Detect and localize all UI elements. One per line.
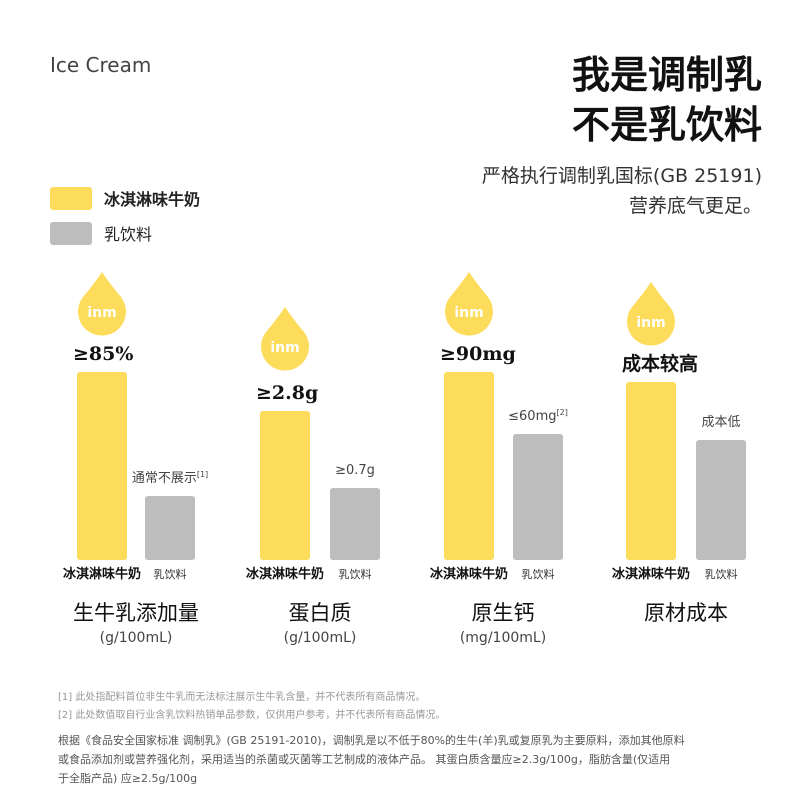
brand: Ice Cream xyxy=(50,53,151,77)
badge-text: inm xyxy=(87,305,116,321)
footnote-marker: [2] xyxy=(557,408,568,417)
bar-name: 乳饮料 xyxy=(154,567,187,581)
bar-primary xyxy=(626,382,676,560)
subhead: 营养底气更足。 xyxy=(629,195,762,217)
top-label: ≥2.8g xyxy=(256,382,318,404)
bar-name: 乳饮料 xyxy=(705,567,738,581)
legend-swatch xyxy=(50,222,92,245)
drop-badge xyxy=(627,282,675,346)
bar-name: 乳饮料 xyxy=(522,567,555,581)
bar-primary xyxy=(77,372,127,560)
legend-label: 乳饮料 xyxy=(104,225,152,244)
other-label: 通常不展示[1] xyxy=(132,470,208,486)
comparison-groups: inm≥85%通常不展示[1]冰淇淋味牛奶 乳饮料生牛乳添加量(g/100mL)i… xyxy=(63,272,746,646)
headline: 不是乳饮料 xyxy=(572,102,762,147)
bar-name: 冰淇淋味牛奶 xyxy=(430,566,508,582)
top-label: 成本较高 xyxy=(622,352,698,375)
other-label-text: 成本低 xyxy=(701,415,740,430)
description: 于全脂产品) 应≥2.5g/100g xyxy=(58,771,197,785)
bar-name: 冰淇淋味牛奶 xyxy=(246,566,324,582)
top-label: ≥85% xyxy=(73,343,133,365)
bar-other xyxy=(330,488,380,560)
other-label: ≤60mg[2] xyxy=(508,408,568,424)
bar-name: 冰淇淋味牛奶 xyxy=(63,566,141,582)
description: 根据《食品安全国家标准 调制乳》(GB 25191-2010)，调制乳是以不低于… xyxy=(58,733,685,747)
badge-text: inm xyxy=(270,340,299,356)
subhead: 严格执行调制乳国标(GB 25191) xyxy=(482,165,762,187)
bar-other xyxy=(145,496,195,560)
bar-name: 乳饮料 xyxy=(339,567,372,581)
bar-name: 冰淇淋味牛奶 xyxy=(612,566,690,582)
top-label: ≥90mg xyxy=(440,343,516,365)
legend-label: 冰淇淋味牛奶 xyxy=(104,190,200,209)
group-title: 原生钙 xyxy=(472,601,535,625)
other-label-text: ≤60mg xyxy=(508,409,556,424)
group-title: 生牛乳添加量 xyxy=(73,601,199,625)
other-label: 成本低 xyxy=(701,415,740,430)
group-title: 蛋白质 xyxy=(289,601,352,625)
description: 或食品添加剂或营养强化剂，采用适当的杀菌或灭菌等工艺制成的液体产品。 其蛋白质含… xyxy=(58,752,670,766)
headline: 我是调制乳 xyxy=(572,52,762,97)
footnote: [1] 此处指配料首位非生牛乳而无法标注展示生牛乳含量，并不代表所有商品情况。 xyxy=(58,690,425,703)
other-label: ≥0.7g xyxy=(335,463,375,478)
legend-swatch xyxy=(50,187,92,210)
badge-text: inm xyxy=(454,305,483,321)
bar-primary xyxy=(260,411,310,560)
badge-text: inm xyxy=(636,315,665,331)
drop-badge xyxy=(445,272,494,336)
group-unit: (g/100mL) xyxy=(284,630,357,646)
bar-other xyxy=(696,440,746,560)
footnote-marker: [1] xyxy=(197,470,208,479)
footnote: [2] 此处数值取自行业含乳饮料热销单品参数，仅供用户参考，并不代表所有商品情况… xyxy=(58,708,445,721)
group-title: 原材成本 xyxy=(644,601,728,625)
group-unit: (mg/100mL) xyxy=(460,630,546,646)
drop-badge xyxy=(261,307,309,371)
drop-badge xyxy=(78,272,127,336)
other-label-text: 通常不展示 xyxy=(132,471,197,486)
group-unit: (g/100mL) xyxy=(100,630,173,646)
other-label-text: ≥0.7g xyxy=(335,463,375,478)
bar-other xyxy=(513,434,563,560)
bar-primary xyxy=(444,372,494,560)
